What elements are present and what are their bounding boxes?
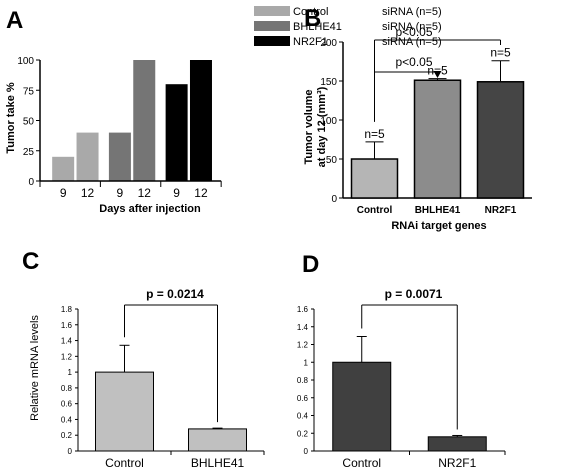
x-tick-label: NR2F1	[438, 456, 476, 470]
x-tick-label: Control	[342, 456, 381, 470]
y-tick-label: 1.8	[61, 305, 73, 314]
bar-control	[95, 371, 154, 452]
panel-d-letter: D	[302, 251, 319, 278]
pvalue-label: p = 0.0214	[146, 287, 204, 301]
legend-swatch-bhlhe41	[254, 21, 290, 31]
x-tick-label: Control	[105, 456, 144, 470]
sig-arrow-head	[433, 71, 442, 78]
y-tick-label: 1.4	[297, 323, 309, 332]
n-label: n=5	[427, 64, 448, 78]
panel-d-plot: 0 0.2 0.4 0.6 0.8 1 1.2 1.4 1.6 Control NR2F1 p = 0…	[297, 287, 506, 470]
y-tick-label: 100	[320, 116, 337, 127]
y-tick-label: 0.4	[61, 415, 73, 424]
legend-suffix-bhlhe41: siRNA (n=5)	[382, 21, 442, 33]
y-tick-label: 1.4	[61, 337, 73, 346]
y-tick-label: 1.6	[297, 305, 309, 314]
legend-swatch-nr2f1	[254, 36, 290, 46]
x-tick-label: Control	[357, 205, 393, 216]
bar-nr2f1	[476, 81, 525, 199]
y-tick-label: 0	[68, 447, 73, 456]
y-tick-label: 0.2	[61, 431, 73, 440]
panel-b-y-label-line1: Tumor volume	[303, 90, 315, 165]
panel-c-plot: 0 0.2 0.4 0.6 0.8 1 1.2 1.4 1.6 1.8 Control BHLHE41…	[61, 287, 265, 470]
y-tick-label: 100	[17, 56, 34, 67]
bar-bhlhe41-day12	[133, 60, 156, 181]
x-tick-label: 9	[60, 186, 67, 200]
y-tick-label: 1.6	[61, 321, 73, 330]
panel-b-x-label: RNAi target genes	[391, 220, 486, 232]
y-tick-label: 0	[331, 194, 337, 205]
y-tick-label: 150	[320, 77, 337, 88]
n-label: n=5	[490, 46, 511, 60]
y-tick-label: 0.2	[297, 429, 309, 438]
legend-suffix-nr2f1: siRNA (n=5)	[382, 36, 442, 48]
y-tick-label: 50	[23, 117, 35, 128]
bar-control-day12	[76, 132, 99, 181]
bar-control-day9	[52, 156, 75, 181]
y-tick-label: 50	[326, 155, 338, 166]
x-tick-label: 9	[117, 186, 124, 200]
x-tick-label: 9	[173, 186, 180, 200]
y-tick-label: 0.6	[297, 394, 309, 403]
y-tick-label: 0.6	[61, 400, 73, 409]
panel-a-plot: 0 25 50 75 100 9 12 9 12 9 12	[17, 56, 222, 200]
y-tick-label: 1.2	[61, 352, 73, 361]
sig-label-inner: p<0.05	[395, 55, 432, 69]
legend-swatch-control	[254, 6, 290, 16]
bar-bhlhe41	[413, 79, 462, 199]
y-tick-label: 0.4	[297, 412, 309, 421]
panel-a: A Control siRNA (n=5) BHLHE41 siRNA (n=5…	[5, 6, 442, 215]
panel-a-x-label: Days after injection	[99, 203, 201, 215]
panel-c-y-label: Relative mRNA levels	[29, 315, 41, 421]
y-tick-label: 75	[23, 86, 35, 97]
x-tick-label: 12	[138, 186, 152, 200]
x-tick-label: NR2F1	[485, 205, 517, 216]
panel-b-y-label-line2: at day 12 (mm³)	[316, 86, 328, 167]
y-tick-label: 0.8	[297, 376, 309, 385]
y-tick-label: 0	[28, 177, 34, 188]
panel-b-plot: 0 50 100 150 200 n=5 Control n=5 BHLHE41 n=5 NR2F1…	[320, 25, 532, 216]
x-tick-label: 12	[194, 186, 208, 200]
panel-b: B Tumor volume at day 12 (mm³) RNAi targ…	[303, 5, 532, 232]
bar-nr2f1	[427, 436, 487, 452]
bar-nr2f1-day12	[189, 60, 212, 181]
y-tick-label: 0	[304, 447, 309, 456]
panel-a-letter: A	[6, 7, 23, 34]
pvalue-label: p = 0.0071	[385, 287, 443, 301]
legend-label-bhlhe41: BHLHE41	[293, 21, 342, 33]
sig-label-outer: p<0.05	[395, 25, 432, 39]
legend-label-nr2f1: NR2F1	[293, 36, 328, 48]
y-tick-label: 1.2	[297, 341, 309, 350]
panel-b-letter: B	[304, 5, 321, 32]
bar-bhlhe41	[188, 428, 247, 452]
y-tick-label: 0.8	[61, 384, 73, 393]
bar-control	[350, 158, 399, 199]
n-label: n=5	[364, 127, 385, 141]
x-tick-label: BHLHE41	[415, 205, 461, 216]
y-tick-label: 25	[23, 147, 35, 158]
bar-nr2f1-day9	[165, 84, 188, 181]
y-tick-label: 1	[304, 358, 309, 367]
panel-c-letter: C	[22, 248, 39, 275]
panel-a-legend: Control siRNA (n=5) BHLHE41 siRNA (n=5) …	[254, 6, 442, 48]
x-tick-label: 12	[81, 186, 95, 200]
y-tick-label: 1	[68, 368, 73, 377]
legend-label-control: Control	[293, 6, 328, 18]
bar-bhlhe41-day9	[108, 132, 131, 181]
y-tick-label: 200	[320, 38, 337, 49]
bar-control	[332, 361, 392, 452]
legend-suffix-control: siRNA (n=5)	[382, 6, 442, 18]
panel-a-y-label: Tumor take %	[5, 82, 17, 154]
panel-d: D 0 0.2 0.4 0.6 0.8 1 1.2 1.4 1.6 Control NR2F1 p =…	[297, 251, 506, 470]
x-tick-label: BHLHE41	[191, 456, 245, 470]
panel-c: C Relative mRNA levels 0 0.2 0.4 0.6 0.8 1 1.2…	[22, 248, 265, 470]
